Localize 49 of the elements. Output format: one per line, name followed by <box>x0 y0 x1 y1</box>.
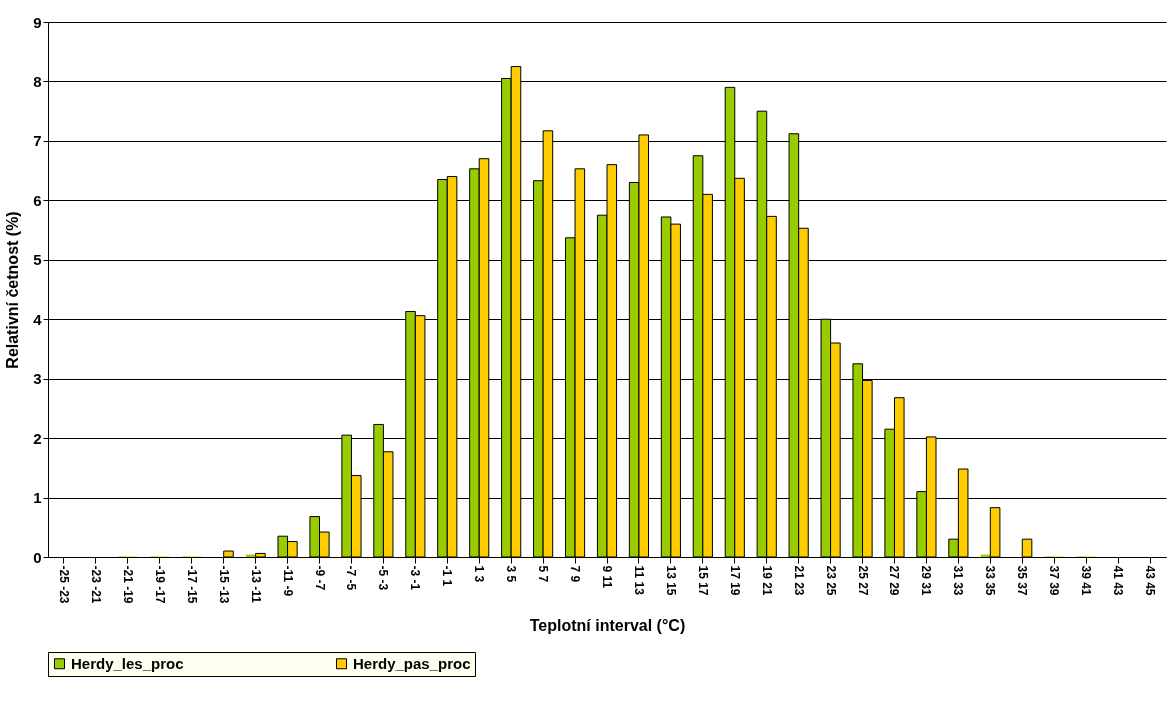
x-tick-label: -17 -15 <box>184 565 199 604</box>
x-tick-label: 39 41 <box>1079 565 1094 596</box>
x-tick-label: -25 -23 <box>56 565 71 604</box>
x-tick-label: -19 -17 <box>152 565 167 604</box>
x-tick-label: 19 21 <box>759 565 774 596</box>
y-tick-label: 2 <box>33 429 42 447</box>
x-tick-label: 37 39 <box>1047 565 1062 596</box>
x-tick-label: -1 1 <box>440 565 455 587</box>
x-axis-title: Teplotní interval (°C) <box>529 616 686 634</box>
x-tick-label: 11 13 <box>631 565 646 596</box>
y-tick-label: 9 <box>33 13 42 31</box>
x-tick-label: 23 25 <box>823 565 838 596</box>
legend-label: Herdy_pas_proc <box>353 654 471 672</box>
x-tick-label: 21 23 <box>791 565 806 596</box>
x-tick-label: 13 15 <box>663 565 678 596</box>
x-tick-label: 15 17 <box>695 565 710 596</box>
x-tick-label: -5 -3 <box>376 565 391 591</box>
x-tick-label: 29 31 <box>919 565 934 596</box>
y-tick-label: 8 <box>33 72 42 90</box>
x-tick-label: 33 35 <box>983 565 998 596</box>
legend-label: Herdy_les_proc <box>71 654 184 672</box>
x-tick-label: 35 37 <box>1015 565 1030 596</box>
y-tick-label: 7 <box>33 132 42 150</box>
y-tick-label: 3 <box>33 370 42 388</box>
x-tick-label: 17 19 <box>727 565 742 596</box>
x-tick-label: -21 -19 <box>120 565 135 604</box>
y-tick-label: 0 <box>33 548 42 566</box>
x-tick-label: -15 -13 <box>216 565 231 604</box>
x-tick-label: -23 -21 <box>88 565 103 604</box>
x-tick-label: -11 -9 <box>280 565 295 597</box>
x-tick-label: 9 11 <box>600 565 614 589</box>
x-tick-label: -3 -1 <box>408 565 423 591</box>
x-tick-label: 5 7 <box>536 565 551 583</box>
y-tick-label: 5 <box>33 251 42 269</box>
x-tick-label: 7 9 <box>568 565 583 583</box>
x-tick-label: 43 45 <box>1143 565 1158 596</box>
x-tick-label: -7 -5 <box>344 565 359 591</box>
y-tick-label: 6 <box>33 191 42 209</box>
y-tick-label: 4 <box>33 310 43 328</box>
x-tick-label: 1 3 <box>472 565 487 583</box>
x-tick-label: 3 5 <box>504 565 519 583</box>
x-tick-label: 31 33 <box>951 565 966 596</box>
x-tick-label: -9 -7 <box>312 565 327 591</box>
x-tick-label: 27 29 <box>887 565 902 596</box>
x-tick-label: -13 -11 <box>248 565 263 604</box>
y-axis-title: Relativní četnost (%) <box>4 211 22 369</box>
y-tick-label: 1 <box>33 489 42 507</box>
x-tick-label: 41 43 <box>1111 565 1126 596</box>
x-tick-label: 25 27 <box>855 565 870 596</box>
